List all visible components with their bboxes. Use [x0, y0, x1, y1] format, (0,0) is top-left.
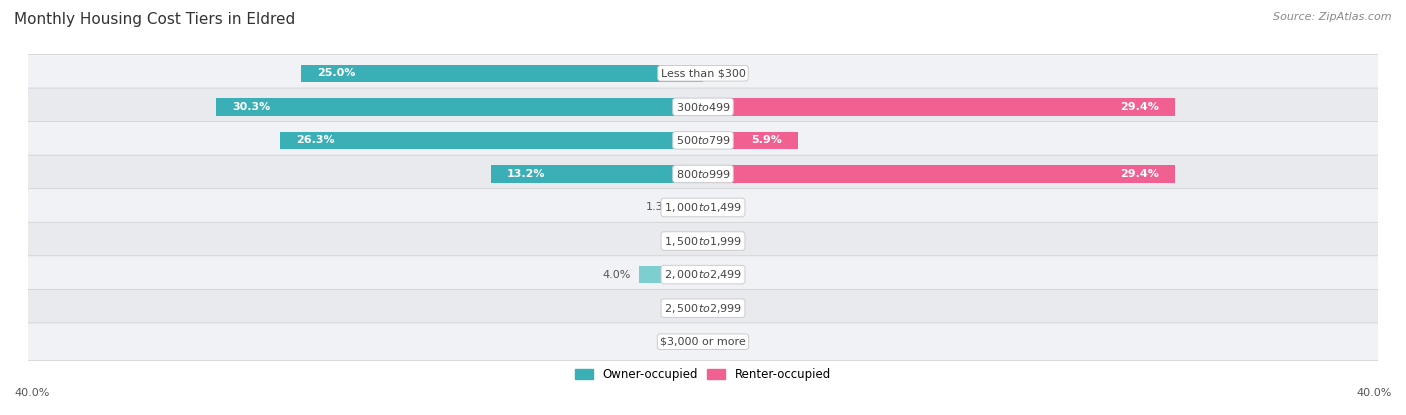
Bar: [491, 165, 703, 183]
FancyBboxPatch shape: [27, 289, 1379, 327]
Legend: Owner-occupied, Renter-occupied: Owner-occupied, Renter-occupied: [572, 364, 834, 385]
FancyBboxPatch shape: [27, 88, 1379, 126]
Text: 29.4%: 29.4%: [1121, 169, 1160, 179]
Text: $1,000 to $1,499: $1,000 to $1,499: [664, 201, 742, 214]
FancyBboxPatch shape: [27, 222, 1379, 260]
FancyBboxPatch shape: [27, 155, 1379, 193]
Text: $800 to $999: $800 to $999: [675, 168, 731, 180]
Text: 0.0%: 0.0%: [711, 68, 740, 78]
Text: 0.0%: 0.0%: [711, 236, 740, 246]
Text: 26.3%: 26.3%: [297, 135, 335, 145]
Text: 0.0%: 0.0%: [711, 203, 740, 212]
FancyBboxPatch shape: [27, 122, 1379, 159]
Bar: [301, 65, 703, 82]
FancyBboxPatch shape: [27, 256, 1379, 293]
Text: 0.0%: 0.0%: [711, 303, 740, 313]
Text: $300 to $499: $300 to $499: [675, 101, 731, 113]
Text: 0.0%: 0.0%: [711, 270, 740, 280]
Text: 29.4%: 29.4%: [1121, 102, 1160, 112]
Text: 0.0%: 0.0%: [711, 337, 740, 347]
Text: 1.3%: 1.3%: [645, 203, 673, 212]
Text: 0.0%: 0.0%: [666, 303, 695, 313]
Text: $3,000 or more: $3,000 or more: [661, 337, 745, 347]
Text: 5.9%: 5.9%: [751, 135, 782, 145]
Text: 13.2%: 13.2%: [508, 169, 546, 179]
Text: $1,500 to $1,999: $1,500 to $1,999: [664, 234, 742, 248]
Bar: [682, 199, 703, 216]
Text: 4.0%: 4.0%: [602, 270, 631, 280]
Text: 0.0%: 0.0%: [666, 236, 695, 246]
Text: Less than $300: Less than $300: [661, 68, 745, 78]
Text: $2,000 to $2,499: $2,000 to $2,499: [664, 268, 742, 281]
Text: $2,500 to $2,999: $2,500 to $2,999: [664, 302, 742, 315]
FancyBboxPatch shape: [27, 189, 1379, 226]
Text: 0.0%: 0.0%: [666, 337, 695, 347]
Text: Monthly Housing Cost Tiers in Eldred: Monthly Housing Cost Tiers in Eldred: [14, 12, 295, 27]
Text: Source: ZipAtlas.com: Source: ZipAtlas.com: [1274, 12, 1392, 22]
Bar: [703, 132, 797, 149]
Bar: [280, 132, 703, 149]
Text: 40.0%: 40.0%: [14, 388, 49, 398]
Bar: [703, 165, 1175, 183]
Text: $500 to $799: $500 to $799: [675, 134, 731, 146]
Text: 25.0%: 25.0%: [318, 68, 356, 78]
Bar: [638, 266, 703, 283]
Text: 40.0%: 40.0%: [1357, 388, 1392, 398]
Bar: [703, 98, 1175, 115]
FancyBboxPatch shape: [27, 323, 1379, 361]
FancyBboxPatch shape: [27, 54, 1379, 92]
Text: 30.3%: 30.3%: [232, 102, 270, 112]
Bar: [217, 98, 703, 115]
